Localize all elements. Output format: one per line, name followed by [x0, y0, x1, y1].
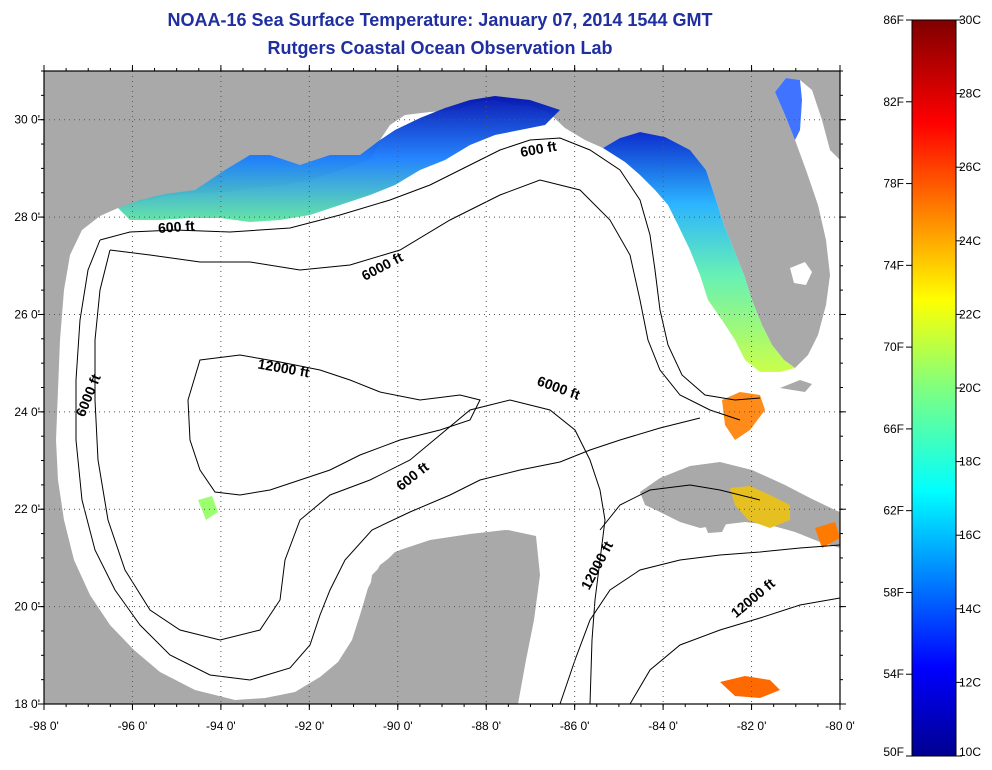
colorbar-label-f: 50F [883, 745, 904, 759]
colorbar-label-c: 30C [959, 13, 981, 27]
colorbar-label-c: 20C [959, 381, 981, 395]
colorbar-label-f: 66F [883, 422, 904, 436]
land-lake [790, 262, 812, 285]
colorbar [911, 19, 957, 757]
map-title: NOAA-16 Sea Surface Temperature: January… [167, 10, 713, 30]
colorbar-label-c: 24C [959, 234, 981, 248]
x-tick-label: -94 0' [206, 719, 236, 733]
contours [75, 137, 840, 704]
colorbar-label-c: 28C [959, 87, 981, 101]
sst-warm-south [720, 676, 780, 698]
contour-label: 600 ft [519, 138, 558, 160]
contour-carib-3 [599, 484, 761, 531]
y-tick-label: 24 0' [14, 405, 40, 419]
y-tick-label: 30 0' [14, 113, 40, 127]
contour-6000ft-west [94, 249, 606, 704]
colorbar-label-c: 10C [959, 745, 981, 759]
x-tick-label: -88 0' [471, 719, 501, 733]
colorbar-label-c: 16C [959, 528, 981, 542]
y-tick-label: 18 0' [14, 697, 40, 711]
x-tick-label: -98 0' [29, 719, 59, 733]
colorbar-label-c: 18C [959, 455, 981, 469]
y-tick-label: 26 0' [14, 307, 40, 321]
contour-carib-12000 [559, 544, 840, 704]
map-axes: -98 0' -96 0' -94 0' -92 0' -90 0' -88 0' -86 … [14, 65, 855, 733]
contour-6000ft [109, 179, 741, 421]
land-keys [780, 380, 812, 392]
colorbar-label-f: 58F [883, 585, 904, 599]
colorbar-label-f: 62F [883, 504, 904, 518]
sst-gulf-speck [198, 496, 218, 520]
colorbar-label-f: 54F [883, 667, 904, 681]
colorbar-label-f: 78F [883, 177, 904, 191]
sst-north-shelf [118, 96, 560, 222]
sst-florida-shelf [603, 132, 795, 372]
x-tick-label: -96 0' [118, 719, 148, 733]
x-tick-label: -90 0' [383, 719, 413, 733]
y-tick-label: 22 0' [14, 502, 40, 516]
contour-600ft [99, 137, 761, 401]
x-tick-label: -92 0' [295, 719, 325, 733]
colorbar-label-f: 86F [883, 13, 904, 27]
land-yucatan [360, 530, 540, 704]
land-isle [703, 514, 728, 533]
x-tick-label: -80 0' [825, 719, 855, 733]
x-tick-label: -86 0' [560, 719, 590, 733]
x-tick-label: -84 0' [648, 719, 678, 733]
sst-warm-east [815, 522, 840, 548]
sst-warm-keys [722, 392, 765, 440]
colorbar-label-c: 12C [959, 675, 981, 689]
colorbar-label-c: 22C [959, 307, 981, 321]
contour-12000ft [187, 354, 481, 496]
colorbar-labels: 86F 82F 78F 74F 70F 66F 62F 58F 54F 50F 30C 28C 26C 2… [883, 13, 981, 759]
sst-florida-east [775, 78, 802, 140]
y-tick-label: 20 0' [14, 600, 40, 614]
map-subtitle: Rutgers Coastal Ocean Observation Lab [267, 38, 613, 58]
colorbar-label-c: 14C [959, 602, 981, 616]
y-tick-label: 28 0' [14, 210, 40, 224]
colorbar-label-f: 74F [883, 258, 904, 272]
colorbar-label-f: 82F [883, 95, 904, 109]
graticule [44, 71, 840, 704]
colorbar-label-f: 70F [883, 340, 904, 354]
contour-label: 600 ft [158, 217, 196, 236]
contour-carib-2 [629, 597, 840, 704]
contour-600ft-west [75, 239, 701, 681]
x-tick-label: -82 0' [737, 719, 767, 733]
colorbar-label-c: 26C [959, 160, 981, 174]
